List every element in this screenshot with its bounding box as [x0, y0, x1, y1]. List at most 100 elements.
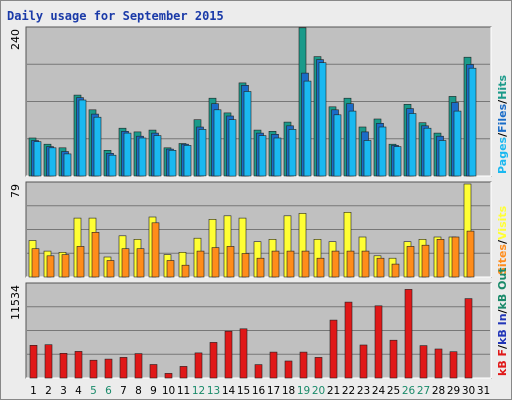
- y-axis-legend: Sites/Visits: [496, 205, 509, 275]
- bar-sites-day-13: [211, 247, 220, 278]
- x-tick-label: 10: [162, 385, 175, 397]
- bar-pages-day-23: [363, 140, 372, 177]
- bar-pages-day-26: [408, 113, 417, 177]
- bar-pages-day-11: [183, 145, 192, 177]
- bar-kb-f-day-16: [254, 364, 263, 379]
- bar-sites-day-4: [76, 246, 85, 278]
- bar-kb-f-day-2: [44, 344, 53, 379]
- x-tick-label: 13: [207, 385, 220, 397]
- x-tick-label: 7: [120, 385, 127, 397]
- legend-entry: /: [496, 308, 509, 313]
- bar-kb-f-day-25: [389, 339, 398, 379]
- bar-pages-day-25: [393, 146, 402, 177]
- legend-entry: /: [496, 344, 509, 349]
- bar-pages-day-2: [48, 147, 57, 177]
- bar-kb-f-day-18: [284, 360, 293, 379]
- x-tick-label: 12: [192, 385, 205, 397]
- x-tick-label: 25: [387, 385, 400, 397]
- x-tick-label: 14: [222, 385, 236, 397]
- bar-pages-day-5: [93, 116, 102, 177]
- bar-sites-day-22: [346, 250, 355, 278]
- bar-pages-day-22: [348, 110, 357, 177]
- bar-sites-day-26: [406, 246, 415, 278]
- bar-kb-f-day-22: [344, 301, 353, 379]
- bar-kb-f-day-9: [149, 364, 158, 379]
- bar-pages-day-16: [258, 135, 267, 177]
- bar-pages-day-13: [213, 109, 222, 177]
- legend-entry: Sites: [496, 244, 509, 275]
- bar-kb-f-day-12: [194, 352, 203, 379]
- legend-entry: kB In: [496, 313, 509, 344]
- x-tick-label: 9: [150, 385, 157, 397]
- bar-pages-day-30: [468, 67, 477, 177]
- bar-kb-f-day-21: [329, 319, 338, 379]
- bar-pages-day-17: [273, 137, 282, 177]
- bar-pages-day-15: [243, 91, 252, 177]
- x-tick-label: 2: [45, 385, 52, 397]
- bar-pages-day-27: [423, 127, 432, 177]
- legend-entry: /: [496, 239, 509, 244]
- bar-pages-day-12: [198, 129, 207, 177]
- bar-kb-f-day-5: [89, 359, 98, 379]
- x-tick-label: 19: [297, 385, 310, 397]
- bar-sites-day-8: [136, 248, 145, 278]
- bar-sites-day-27: [421, 244, 430, 278]
- bar-sites-day-11: [181, 264, 190, 278]
- bar-kb-f-day-30: [464, 298, 473, 379]
- bar-sites-day-16: [256, 257, 265, 278]
- x-tick-label: 26: [402, 385, 416, 397]
- bar-sites-day-15: [241, 253, 250, 278]
- x-tick-label: 30: [462, 385, 475, 397]
- bar-kb-f-day-19: [299, 351, 308, 379]
- bar-sites-day-12: [196, 250, 205, 278]
- bar-kb-f-day-7: [119, 357, 128, 379]
- bar-kb-f-day-3: [59, 352, 68, 379]
- bar-sites-day-3: [61, 254, 70, 278]
- bar-sites-day-10: [166, 260, 175, 278]
- bar-sites-day-7: [121, 248, 130, 278]
- bar-kb-f-day-13: [209, 342, 218, 379]
- legend-entry: kB Out: [496, 267, 509, 309]
- x-tick-label: 31: [477, 385, 490, 397]
- x-tick-label: 15: [237, 385, 250, 397]
- bar-kb-f-day-15: [239, 328, 248, 379]
- bar-sites-day-5: [91, 232, 100, 278]
- bar-pages-day-4: [78, 99, 87, 177]
- bar-kb-f-day-4: [74, 351, 83, 379]
- bar-kb-f-day-8: [134, 353, 143, 379]
- bar-sites-day-2: [46, 255, 55, 278]
- x-tick-label: 1: [30, 385, 37, 397]
- bar-pages-day-29: [453, 110, 462, 177]
- x-tick-label: 11: [177, 385, 190, 397]
- bar-kb-f-day-10: [164, 373, 173, 379]
- legend-entry: /: [496, 99, 509, 104]
- y-max-label: 11534: [9, 285, 22, 320]
- bar-kb-f-day-20: [314, 357, 323, 379]
- x-tick-label: 24: [372, 385, 386, 397]
- bar-kb-f-day-28: [434, 348, 443, 379]
- x-tick-label: 17: [267, 385, 280, 397]
- bar-sites-day-25: [391, 263, 400, 278]
- bar-kb-f-day-11: [179, 366, 188, 379]
- bar-pages-day-8: [138, 137, 147, 177]
- bar-sites-day-23: [361, 250, 370, 278]
- bar-pages-day-21: [333, 114, 342, 177]
- bar-sites-day-24: [376, 257, 385, 278]
- x-tick-label: 6: [105, 385, 112, 397]
- x-tick-label: 4: [75, 385, 82, 397]
- bar-pages-day-6: [108, 154, 117, 177]
- legend-entry: kB F: [496, 349, 509, 376]
- bar-sites-day-14: [226, 246, 235, 278]
- bar-pages-day-28: [438, 140, 447, 177]
- bar-pages-day-3: [63, 153, 72, 177]
- bar-sites-day-1: [31, 248, 40, 278]
- bar-sites-day-6: [106, 260, 115, 278]
- x-tick-label: 28: [432, 385, 445, 397]
- legend-entry: Hits: [496, 75, 509, 100]
- x-tick-label: 16: [252, 385, 266, 397]
- bar-sites-day-17: [271, 250, 280, 278]
- x-tick-label: 27: [417, 385, 430, 397]
- bar-sites-day-21: [331, 250, 340, 278]
